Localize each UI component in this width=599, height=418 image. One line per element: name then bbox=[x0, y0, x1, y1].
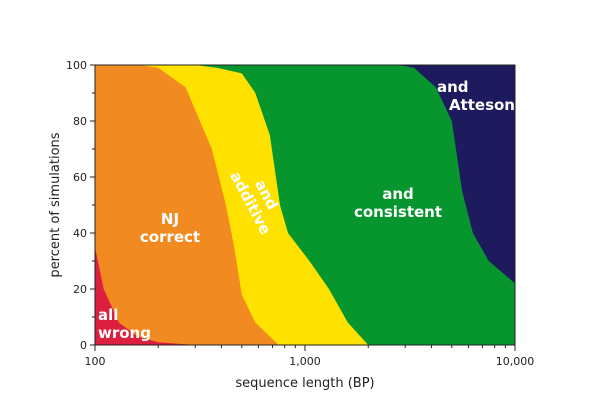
plot-areas bbox=[95, 65, 515, 345]
x-tick-label: 10,000 bbox=[496, 355, 535, 368]
x-tick-label: 100 bbox=[85, 355, 106, 368]
y-tick-label: 0 bbox=[80, 339, 87, 352]
x-tick-label: 1,000 bbox=[289, 355, 321, 368]
y-tick-label: 20 bbox=[73, 283, 87, 296]
region-label-line: all bbox=[98, 306, 118, 324]
x-axis-title: sequence length (BP) bbox=[235, 376, 374, 391]
region-label-line: and bbox=[437, 78, 469, 96]
y-tick-label: 80 bbox=[73, 115, 87, 128]
region-label-line: consistent bbox=[354, 203, 442, 221]
y-tick-label: 60 bbox=[73, 171, 87, 184]
axes: 0 20 40 60 80 100 100 1,000 10,000 bbox=[66, 59, 534, 368]
region-area-all-wrong bbox=[95, 65, 196, 345]
region-label-line: Atteson bbox=[449, 96, 515, 114]
region-label-line: NJ bbox=[161, 210, 179, 228]
region-label-line: and bbox=[382, 185, 414, 203]
region-area-nj-correct bbox=[95, 65, 279, 345]
y-tick-label: 40 bbox=[73, 227, 87, 240]
y-axis-title: percent of simulations bbox=[48, 132, 63, 277]
region-label-line: correct bbox=[140, 228, 200, 246]
region-label-line: wrong bbox=[98, 324, 151, 342]
y-tick-label: 100 bbox=[66, 59, 87, 72]
